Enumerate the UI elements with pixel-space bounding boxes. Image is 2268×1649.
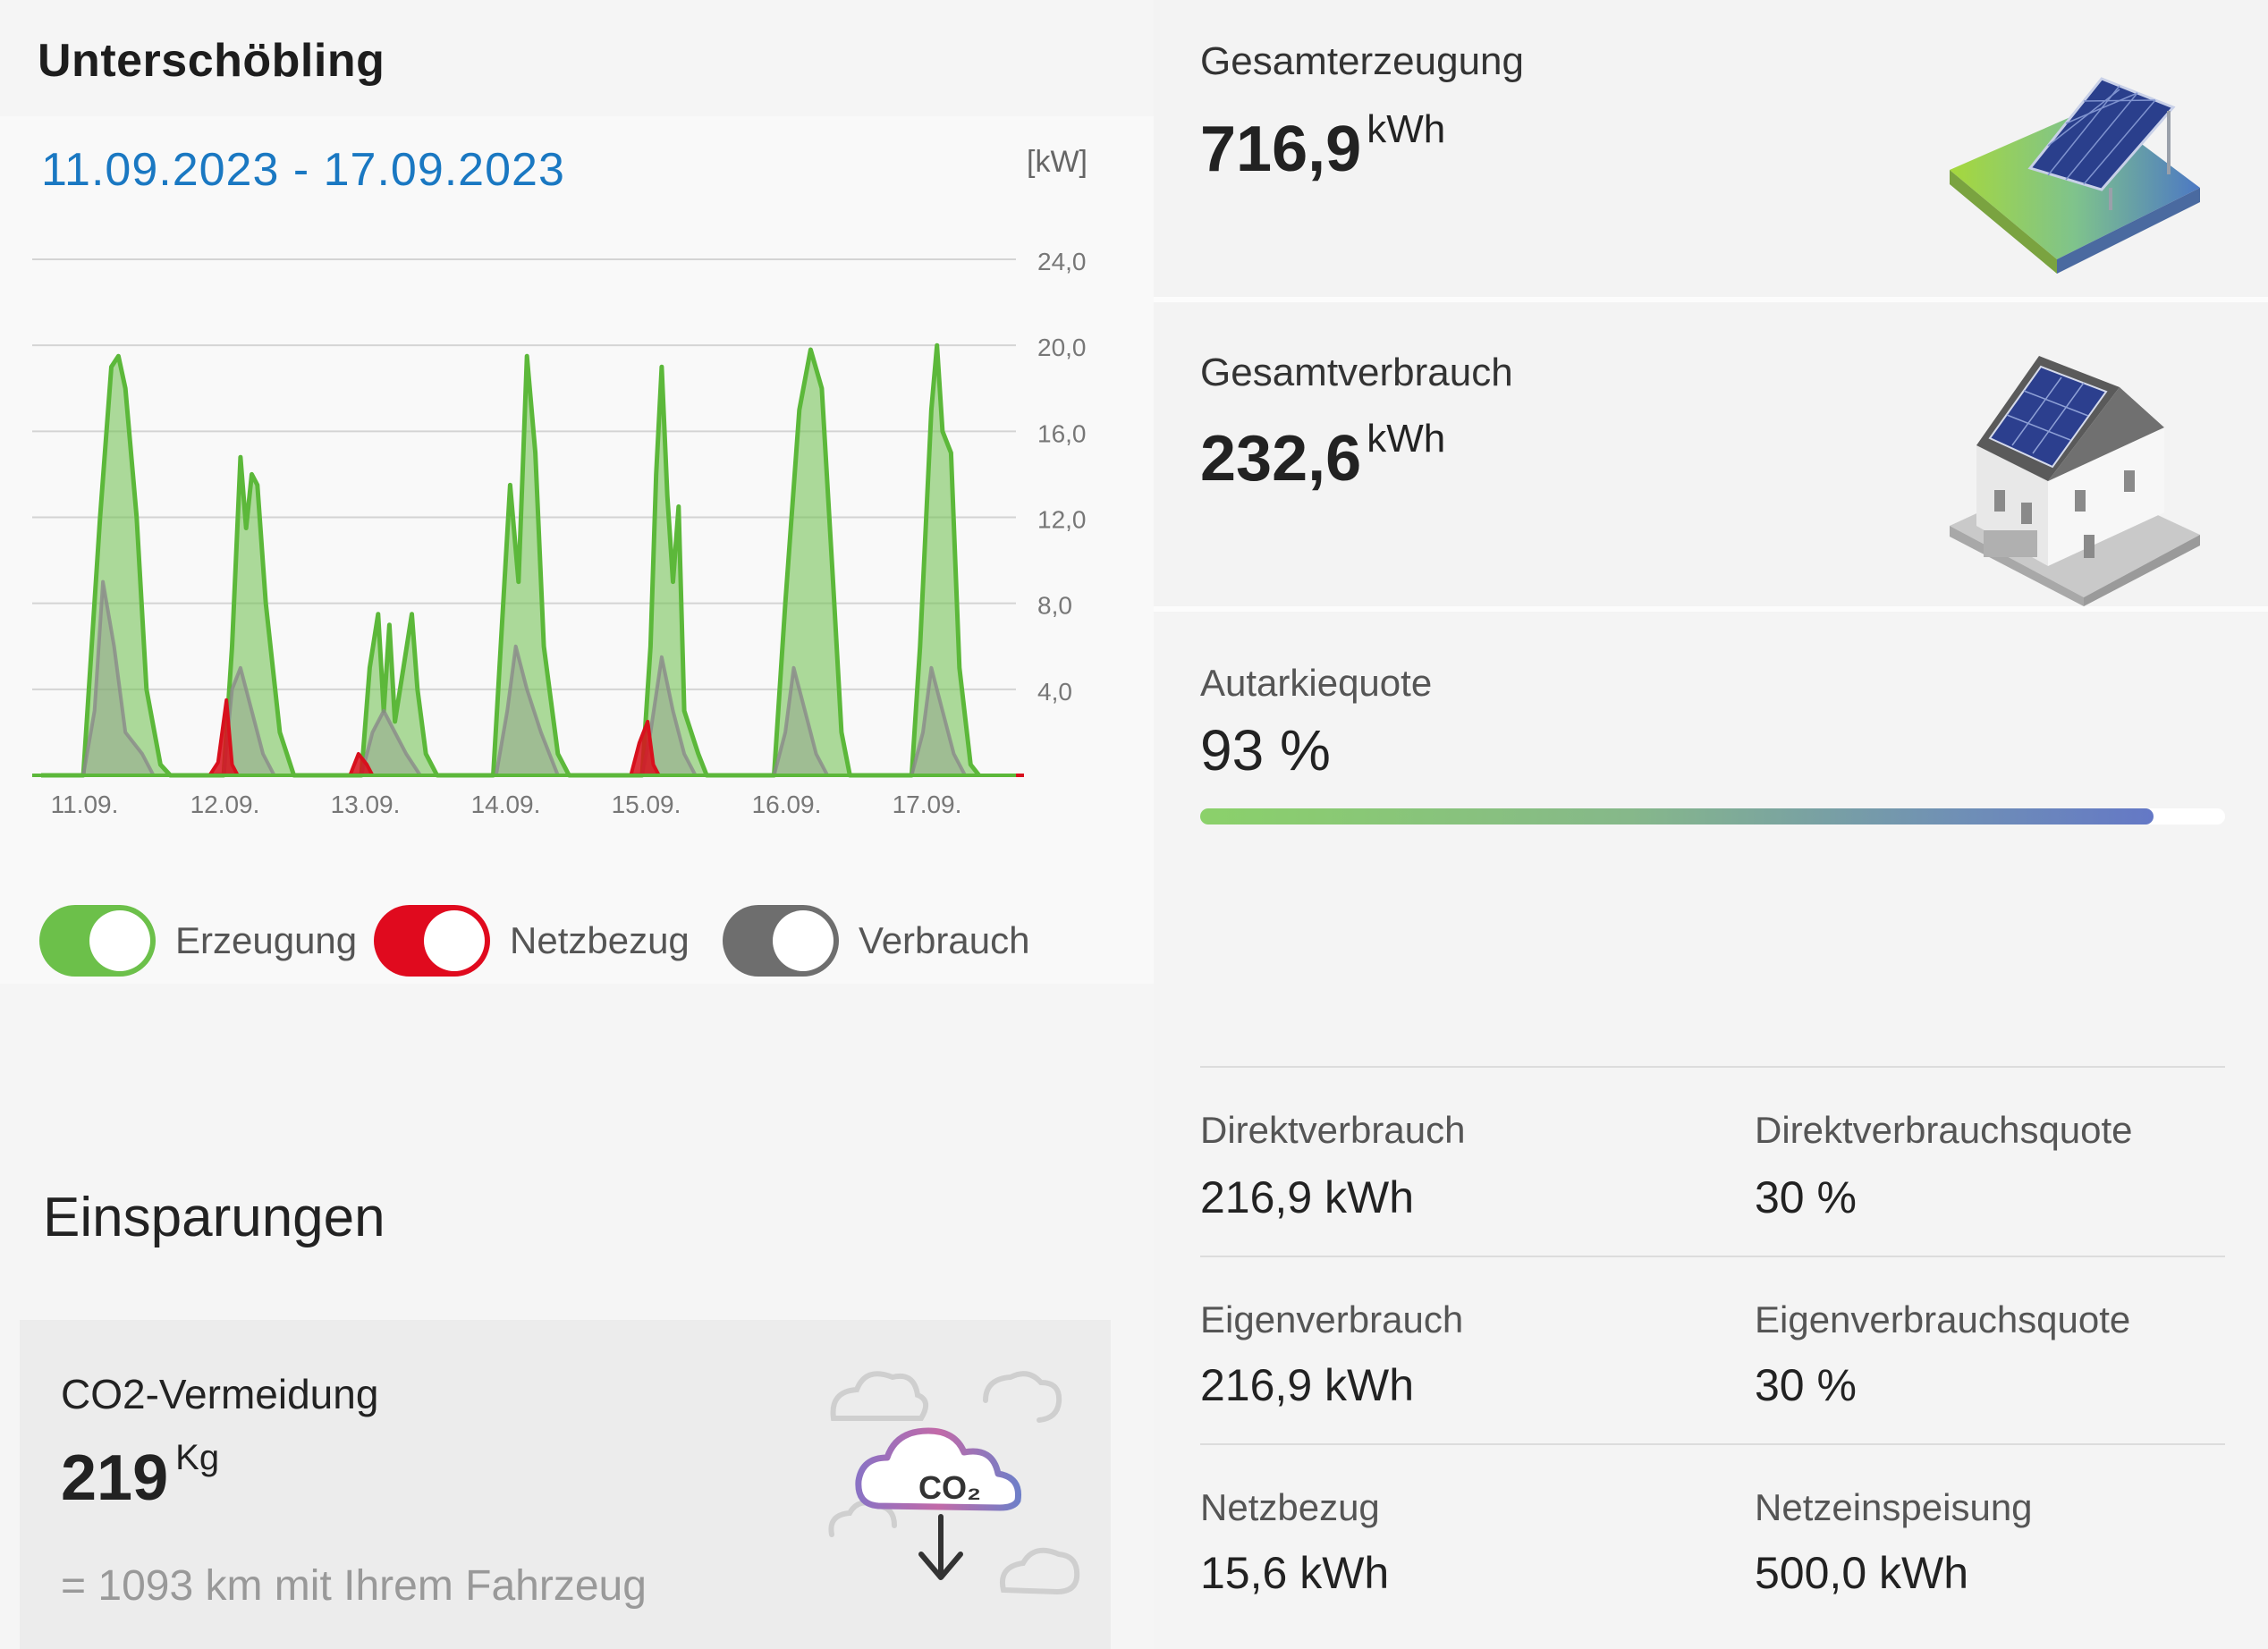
legend-toggle-netzbezug[interactable]: Netzbezug: [374, 905, 690, 977]
chart-series: [41, 342, 1024, 778]
metric-value-eigenverbrauchsquote: 30 %: [1755, 1360, 1857, 1410]
metrics-divider: [1200, 1066, 2225, 1068]
legend-label-erzeugung: Erzeugung: [175, 919, 358, 961]
legend-label-netzbezug: Netzbezug: [510, 919, 690, 961]
metric-value-netzeinspeisung: 500,0 kWh: [1755, 1548, 1969, 1598]
legend-toggle-verbrauch[interactable]: Verbrauch: [723, 905, 1029, 977]
autarky-value: 93 %: [1200, 718, 1331, 782]
generation-label: Gesamterzeugung: [1200, 39, 1524, 83]
y-tick-label: 16,0: [1037, 419, 1087, 447]
consumption-panel: Gesamtverbrauch 232,6 kWh: [1154, 302, 2268, 606]
chart-unit-label: [kW]: [1027, 145, 1087, 179]
chart-y-ticks: 4,0 8,0 12,0 16,0 20,0 24,0: [1037, 248, 1087, 706]
x-tick-label: 16.09.: [752, 791, 822, 818]
legend-toggle-erzeugung[interactable]: Erzeugung: [39, 905, 357, 977]
consumption-label: Gesamtverbrauch: [1200, 351, 1513, 394]
series-line-netzbezug: [41, 698, 1024, 777]
panel-divider: [1154, 606, 2268, 612]
power-chart: 4,0 8,0 12,0 16,0 20,0 24,0 11.09. 12.09. 13.09…: [32, 248, 1087, 818]
solar-panel-icon: [1950, 77, 2200, 274]
savings-heading: Einsparungen: [43, 1187, 385, 1248]
chart-x-ticks: 11.09. 12.09. 13.09. 14.09. 15.09. 16.09. 17.0…: [51, 791, 962, 818]
series-area-erzeugung: [41, 345, 979, 775]
y-tick-label: 4,0: [1037, 678, 1072, 706]
legend-label-verbrauch: Verbrauch: [859, 919, 1030, 961]
consumption-value: 232,6 kWh: [1200, 417, 1446, 495]
x-tick-label: 12.09.: [190, 791, 260, 818]
metric-value-direktverbrauchsquote: 30 %: [1755, 1172, 1857, 1222]
autarky-progress-bar: [1200, 808, 2225, 824]
series-line-erzeugung: [41, 342, 981, 778]
co2-equivalent: = 1093 km mit Ihrem Fahrzeug: [61, 1562, 647, 1610]
date-range-label[interactable]: 11.09.2023 - 17.09.2023: [41, 144, 565, 196]
left-column: Unterschöbling 11.09.2023 - 17.09.2023 […: [0, 35, 1154, 1649]
toggle-switch-erzeugung[interactable]: [39, 905, 156, 977]
metric-label-netzbezug: Netzbezug: [1200, 1486, 1380, 1528]
metric-label-eigenverbrauchsquote: Eigenverbrauchsquote: [1755, 1298, 2131, 1340]
co2-unit: Kg: [175, 1438, 220, 1477]
autarky-progress-fill: [1200, 808, 2154, 824]
co2-value: 219 Kg: [61, 1438, 220, 1514]
toggle-switch-netzbezug[interactable]: [374, 905, 490, 977]
right-column: Gesamterzeugung 716,9 kWh: [1154, 0, 2268, 1649]
metric-value-direktverbrauch: 216,9 kWh: [1200, 1172, 1415, 1222]
co2-cloud-icon: CO₂: [828, 1371, 1080, 1595]
metric-label-eigenverbrauch: Eigenverbrauch: [1200, 1298, 1464, 1340]
toggle-switch-verbrauch[interactable]: [723, 905, 839, 977]
generation-panel: Gesamterzeugung 716,9 kWh: [1154, 0, 2268, 297]
chart-card: [0, 116, 1154, 984]
generation-unit: kWh: [1367, 107, 1446, 151]
y-tick-label: 24,0: [1037, 248, 1087, 275]
autarky-label: Autarkiequote: [1200, 662, 1433, 704]
metric-value-eigenverbrauch: 216,9 kWh: [1200, 1360, 1415, 1410]
x-tick-label: 15.09.: [612, 791, 681, 818]
metric-label-direktverbrauch: Direktverbrauch: [1200, 1109, 1466, 1151]
y-tick-label: 12,0: [1037, 506, 1087, 534]
co2-title: CO2-Vermeidung: [61, 1371, 379, 1417]
y-tick-label: 20,0: [1037, 334, 1087, 361]
x-tick-label: 17.09.: [893, 791, 962, 818]
x-tick-label: 14.09.: [471, 791, 541, 818]
co2-icon-label: CO₂: [918, 1469, 981, 1506]
generation-value: 716,9 kWh: [1200, 107, 1446, 185]
y-tick-label: 8,0: [1037, 592, 1072, 620]
consumption-unit: kWh: [1367, 417, 1446, 461]
x-tick-label: 13.09.: [331, 791, 401, 818]
panel-divider: [1154, 297, 2268, 302]
site-title: Unterschöbling: [38, 35, 385, 87]
metric-value-netzbezug: 15,6 kWh: [1200, 1548, 1390, 1598]
co2-card: CO2-Vermeidung 219 Kg = 1093 km mit Ihrem…: [20, 1320, 1111, 1649]
metrics-divider: [1200, 1256, 2225, 1257]
house-solar-icon: [1950, 356, 2200, 606]
metric-label-netzeinspeisung: Netzeinspeisung: [1755, 1486, 2033, 1528]
x-tick-label: 11.09.: [51, 791, 119, 818]
metric-label-direktverbrauchsquote: Direktverbrauchsquote: [1755, 1109, 2133, 1151]
metrics-divider: [1200, 1443, 2225, 1445]
